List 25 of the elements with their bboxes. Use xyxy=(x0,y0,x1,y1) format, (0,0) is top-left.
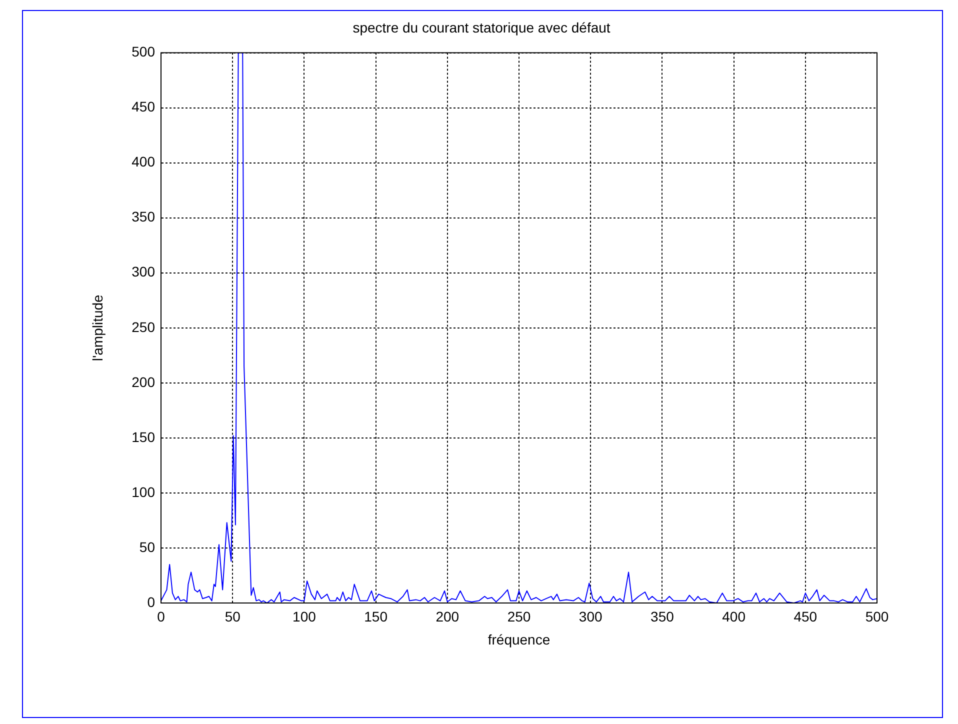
y-tick-label: 50 xyxy=(139,538,156,555)
x-tick-label: 150 xyxy=(364,608,388,624)
chart-title: spectre du courant statorique avec défaut xyxy=(352,19,610,36)
y-tick-label: 500 xyxy=(132,44,156,60)
x-tick-label: 200 xyxy=(436,608,460,624)
x-tick-label: 350 xyxy=(650,608,674,624)
y-tick-label: 300 xyxy=(132,264,156,280)
y-tick-label: 200 xyxy=(132,374,156,390)
x-tick-label: 50 xyxy=(224,608,241,624)
x-tick-label: 400 xyxy=(722,608,746,624)
x-tick-label: 450 xyxy=(794,608,818,624)
y-tick-label: 250 xyxy=(132,318,156,335)
y-tick-label: 400 xyxy=(132,154,156,170)
x-tick-label: 300 xyxy=(578,608,602,624)
y-tick-label: 0 xyxy=(147,594,156,610)
x-tick-label: 500 xyxy=(865,608,889,624)
y-tick-label: 150 xyxy=(132,428,156,445)
x-tick-label: 250 xyxy=(507,608,531,624)
y-tick-label: 350 xyxy=(132,208,156,225)
x-tick-label: 100 xyxy=(292,608,316,624)
y-tick-label: 100 xyxy=(132,484,156,500)
y-tick-label: 450 xyxy=(132,98,156,115)
x-axis-title: fréquence xyxy=(488,631,550,648)
x-tick-label: 0 xyxy=(157,608,166,624)
y-axis-title: l'amplitude xyxy=(89,294,106,362)
